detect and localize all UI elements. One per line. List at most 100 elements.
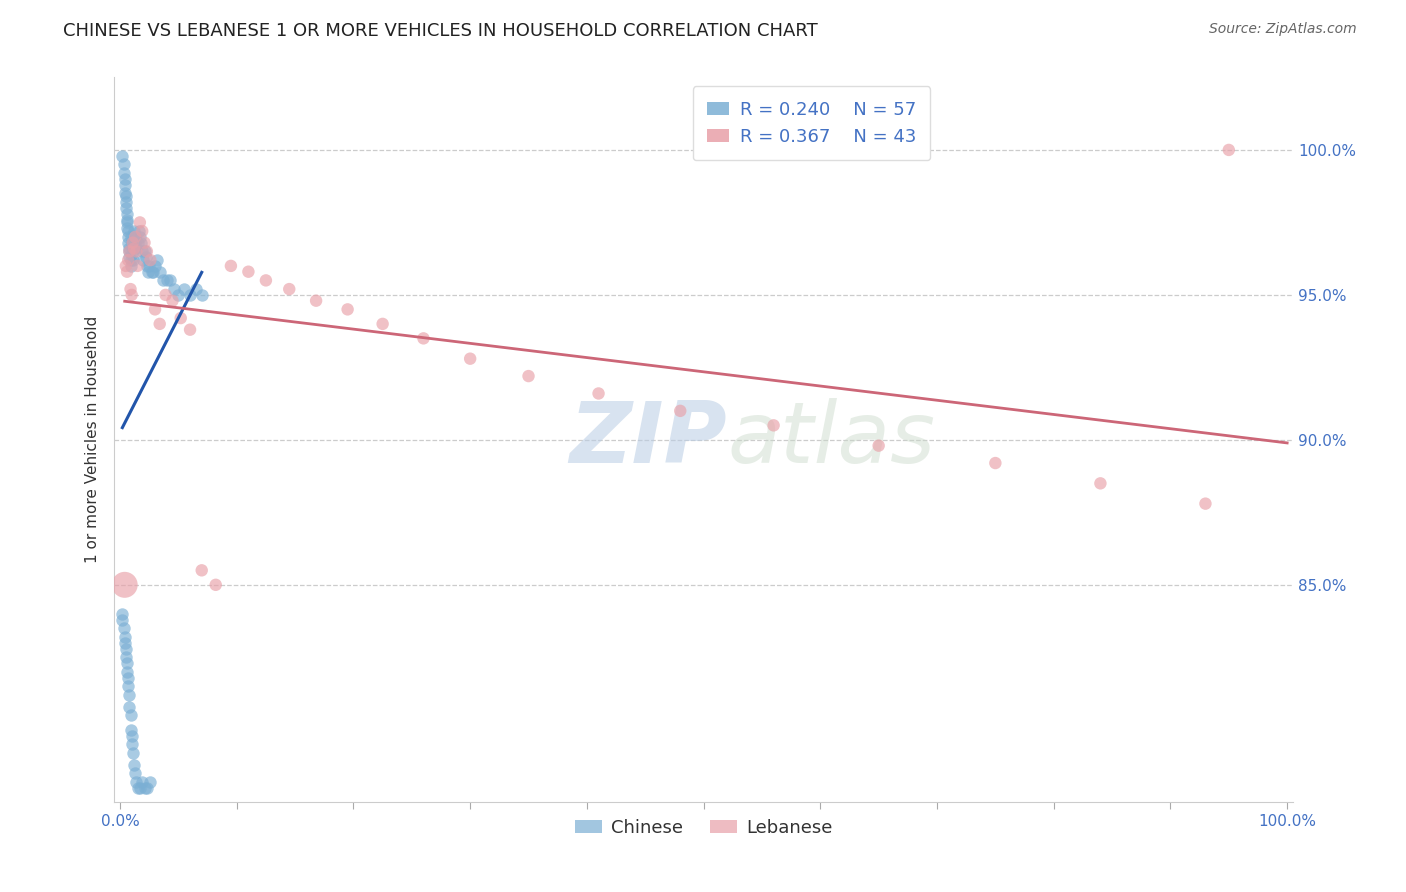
Point bbox=[131, 224, 153, 238]
Point bbox=[120, 253, 142, 268]
Point bbox=[121, 746, 143, 760]
Point bbox=[190, 563, 212, 577]
Point bbox=[179, 323, 201, 337]
Point bbox=[132, 253, 155, 268]
Point bbox=[204, 578, 226, 592]
Point bbox=[120, 723, 142, 737]
Point bbox=[121, 242, 143, 256]
Point bbox=[173, 282, 195, 296]
Text: atlas: atlas bbox=[727, 399, 935, 482]
Point bbox=[127, 780, 149, 795]
Point bbox=[278, 282, 301, 296]
Point bbox=[121, 729, 143, 743]
Point bbox=[114, 630, 136, 644]
Point bbox=[336, 302, 359, 317]
Point bbox=[114, 636, 136, 650]
Point bbox=[115, 207, 138, 221]
Point bbox=[115, 195, 138, 210]
Point bbox=[458, 351, 481, 366]
Text: CHINESE VS LEBANESE 1 OR MORE VEHICLES IN HOUSEHOLD CORRELATION CHART: CHINESE VS LEBANESE 1 OR MORE VEHICLES I… bbox=[63, 22, 818, 40]
Point bbox=[122, 224, 145, 238]
Point bbox=[517, 369, 540, 384]
Point bbox=[125, 244, 148, 259]
Point bbox=[122, 242, 145, 256]
Point bbox=[371, 317, 394, 331]
Point bbox=[146, 253, 169, 268]
Point bbox=[115, 656, 138, 670]
Point bbox=[162, 293, 184, 308]
Point bbox=[120, 230, 142, 244]
Point bbox=[121, 235, 143, 250]
Point bbox=[115, 665, 138, 679]
Point bbox=[111, 149, 134, 163]
Point bbox=[190, 288, 212, 302]
Point bbox=[143, 302, 166, 317]
Point bbox=[117, 230, 139, 244]
Point bbox=[163, 282, 186, 296]
Point bbox=[114, 186, 136, 201]
Point bbox=[1218, 143, 1240, 157]
Point bbox=[149, 265, 172, 279]
Point bbox=[112, 157, 135, 171]
Point bbox=[121, 247, 143, 261]
Point bbox=[111, 607, 134, 621]
Point bbox=[124, 766, 146, 780]
Point bbox=[118, 244, 141, 259]
Point bbox=[135, 250, 157, 264]
Point bbox=[141, 265, 163, 279]
Point bbox=[984, 456, 1007, 470]
Point bbox=[121, 235, 143, 250]
Point bbox=[131, 244, 153, 259]
Text: Source: ZipAtlas.com: Source: ZipAtlas.com bbox=[1209, 22, 1357, 37]
Point bbox=[118, 699, 141, 714]
Point bbox=[159, 273, 181, 287]
Point bbox=[117, 671, 139, 685]
Point bbox=[138, 259, 160, 273]
Point bbox=[1090, 476, 1112, 491]
Point bbox=[118, 250, 141, 264]
Point bbox=[125, 775, 148, 789]
Point bbox=[669, 404, 692, 418]
Point bbox=[762, 418, 785, 433]
Point bbox=[115, 641, 138, 656]
Point bbox=[125, 242, 148, 256]
Point bbox=[120, 259, 142, 273]
Point bbox=[179, 288, 201, 302]
Point bbox=[115, 265, 138, 279]
Point bbox=[120, 708, 142, 723]
Point bbox=[124, 230, 146, 244]
Point bbox=[115, 259, 138, 273]
Point bbox=[1194, 497, 1216, 511]
Point bbox=[254, 273, 277, 287]
Point bbox=[114, 178, 136, 192]
Point bbox=[305, 293, 328, 308]
Point bbox=[114, 578, 136, 592]
Point bbox=[115, 201, 138, 215]
Point bbox=[131, 775, 153, 789]
Point bbox=[121, 737, 143, 751]
Point bbox=[156, 273, 179, 287]
Point bbox=[112, 621, 135, 635]
Point bbox=[412, 331, 434, 345]
Point bbox=[588, 386, 610, 401]
Point bbox=[184, 282, 207, 296]
Point bbox=[170, 311, 193, 326]
Point bbox=[128, 215, 150, 229]
Point bbox=[111, 613, 134, 627]
Y-axis label: 1 or more Vehicles in Household: 1 or more Vehicles in Household bbox=[86, 317, 100, 564]
Point bbox=[128, 780, 150, 795]
Point bbox=[120, 282, 142, 296]
Point bbox=[167, 288, 190, 302]
Point bbox=[143, 259, 166, 273]
Point bbox=[139, 253, 162, 268]
Point bbox=[118, 244, 141, 259]
Point bbox=[142, 265, 165, 279]
Point bbox=[118, 242, 141, 256]
Point bbox=[117, 679, 139, 693]
Point bbox=[117, 224, 139, 238]
Point bbox=[115, 215, 138, 229]
Point bbox=[135, 780, 157, 795]
Point bbox=[219, 259, 242, 273]
Point bbox=[134, 780, 156, 795]
Point bbox=[117, 253, 139, 268]
